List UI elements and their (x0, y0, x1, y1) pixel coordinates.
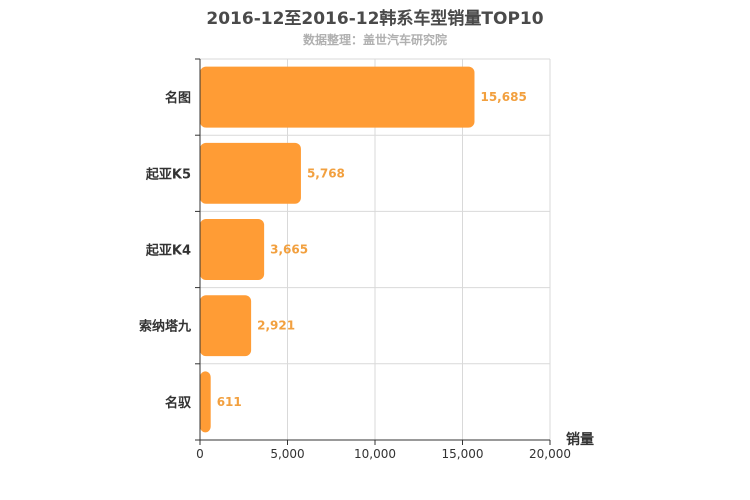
bar-2 (200, 142, 301, 204)
data-label: 5,768 (307, 166, 345, 180)
x-tick-label: 5,000 (270, 447, 304, 461)
category-label: 索纳塔九 (139, 319, 191, 335)
bar-4 (200, 295, 252, 357)
bar-1 (200, 66, 475, 128)
data-label: 2,921 (257, 319, 295, 333)
data-label: 15,685 (480, 90, 526, 104)
x-tick-label: 0 (196, 447, 204, 461)
bar-5 (200, 371, 211, 433)
data-label: 611 (217, 395, 242, 409)
category-label: 名图 (165, 90, 191, 106)
data-label: 3,665 (270, 243, 308, 257)
chart-title: 2016-12至2016-12韩系车型销量TOP10 (206, 9, 544, 29)
bar-3 (200, 219, 265, 280)
label-layer: 0 5,000 10,000 15,000 20,000 15,685 名图 5,768 起亚K… (139, 90, 594, 461)
x-tick-label: 20,000 (529, 447, 571, 461)
axis-layer (195, 58, 551, 445)
x-axis-title: 销量 (566, 431, 594, 448)
category-label: 起亚K5 (145, 166, 191, 182)
bar-layer (200, 66, 475, 433)
chart-subtitle: 数据整理：盖世汽车研究院 (302, 33, 447, 47)
x-tick-label: 10,000 (354, 447, 396, 461)
category-label: 名驭 (165, 395, 192, 411)
x-tick-label: 15,000 (442, 447, 484, 461)
category-label: 起亚K4 (145, 243, 191, 259)
